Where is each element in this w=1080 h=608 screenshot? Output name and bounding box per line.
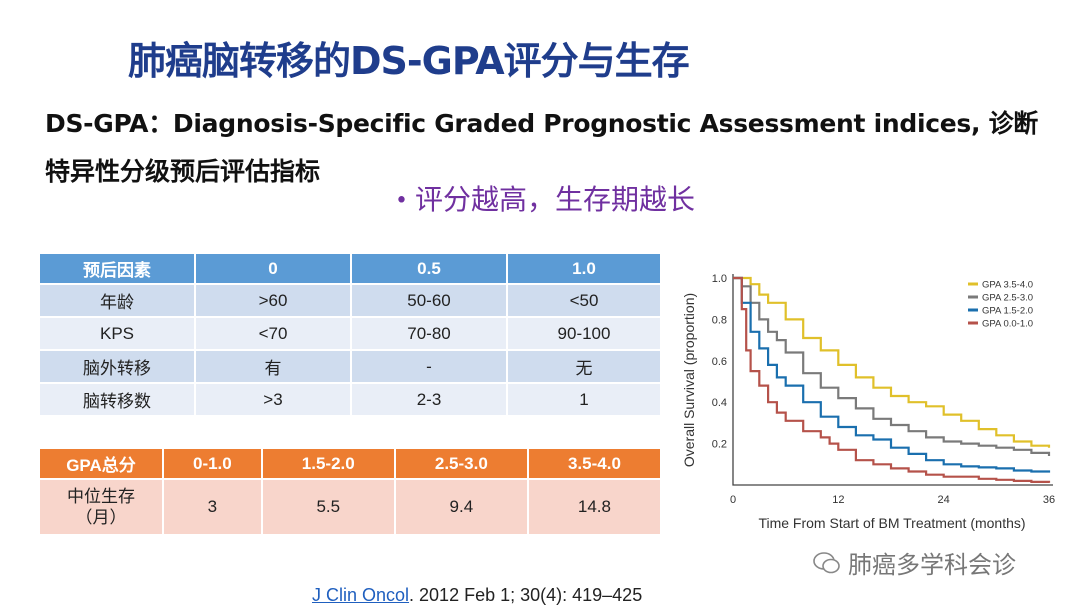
table-row: 脑外转移有 - 无 [38,349,662,384]
row-label: 中位生存 （月） [38,478,164,536]
table-header-row: 预后因素 0 0.5 1.0 [38,252,662,285]
y-tick-label: 0.8 [712,314,727,326]
row-label-line-1: 中位生存 [67,487,135,506]
subtitle-line-2: 特异性分级预后评估指标 [45,157,321,186]
legend-label: GPA 2.5-3.0 [982,293,1033,304]
table-row: 年龄 >60 50-60 <50 [38,283,662,318]
header-cell: GPA总分 [38,447,164,480]
gpa-survival-table: GPA总分 0-1.0 1.5-2.0 2.5-3.0 3.5-4.0 中位生存… [38,447,663,536]
series-line [733,276,1051,448]
table-cell: 70-80 [350,316,508,351]
header-cell: 0.5 [350,252,508,285]
table-cell: 脑外转移 [38,349,196,384]
x-tick-label: 36 [1043,494,1055,506]
table-cell: 90-100 [506,316,662,351]
header-cell: 预后因素 [38,252,196,285]
bullet-point: • 评分越高，生存期越长 [395,178,695,218]
x-tick-label: 24 [938,494,950,506]
table-cell: - [350,349,508,384]
table-cell: 14.8 [526,478,663,536]
series-line [733,276,1051,473]
header-cell: 3.5-4.0 [526,447,663,480]
table-row: 脑转移数 >3 2-3 1 [38,382,662,417]
table-cell: <70 [194,316,352,351]
citation: J Clin Oncol. 2012 Feb 1; 30(4): 419–425 [312,585,642,606]
row-label-line-2: （月） [75,508,127,527]
journal-link[interactable]: J Clin Oncol [312,585,410,605]
x-tick-label: 0 [730,494,736,506]
bullet-dot-icon: • [395,188,415,214]
series-line [733,276,1051,483]
survival-chart: 0 12 24 36 0.2 0.4 0.6 0.8 1.0 GPA 3.5-4.0 GPA 2.5… [681,273,1055,531]
legend-label: GPA 1.5-2.0 [982,306,1033,317]
y-tick-label: 0.2 [712,439,727,451]
x-tick-label: 12 [832,494,844,506]
table-cell: 3 [162,478,263,536]
y-tick-label: 0.4 [712,397,727,409]
table-cell: >3 [194,382,352,417]
table-cell: 脑转移数 [38,382,196,417]
header-cell: 1.0 [506,252,662,285]
legend-label: GPA 0.0-1.0 [982,319,1033,330]
table-cell: 50-60 [350,283,508,318]
y-tick-label: 1.0 [712,273,727,285]
axes [732,274,1053,486]
table-cell: KPS [38,316,196,351]
y-axis-label: Overall Survival (proportion) [681,293,697,467]
watermark: 肺癌多学科会诊 [812,545,1016,580]
prognostic-factor-table: 预后因素 0 0.5 1.0 年龄 >60 50-60 <50 KPS <70 70-80… [38,252,662,417]
table-header-row: GPA总分 0-1.0 1.5-2.0 2.5-3.0 3.5-4.0 [38,447,663,480]
table-cell: <50 [506,283,662,318]
legend-label: GPA 3.5-4.0 [982,280,1033,291]
x-axis-label: Time From Start of BM Treatment (months) [758,515,1025,531]
table-row: KPS <70 70-80 90-100 [38,316,662,351]
table-cell: 2-3 [350,382,508,417]
header-cell: 1.5-2.0 [260,447,396,480]
table-cell: 无 [506,349,662,384]
table-cell: 5.5 [260,478,396,536]
header-cell: 0 [194,252,352,285]
table-cell: 9.4 [393,478,529,536]
citation-details: . 2012 Feb 1; 30(4): 419–425 [409,585,643,605]
slide-title: 肺癌脑转移的DS-GPA评分与生存 [128,39,690,83]
table-cell: 年龄 [38,283,196,318]
table-cell: >60 [194,283,352,318]
header-cell: 2.5-3.0 [393,447,529,480]
wechat-icon [813,551,840,573]
subtitle-line-1: DS-GPA：Diagnosis-Specific Graded Prognos… [45,109,1038,138]
bullet-text: 评分越高，生存期越长 [414,183,695,216]
table-cell: 1 [506,382,662,417]
watermark-text: 肺癌多学科会诊 [848,551,1016,579]
table-cell: 有 [194,349,352,384]
y-tick-label: 0.6 [712,356,727,368]
header-cell: 0-1.0 [162,447,263,480]
series-line [733,276,1051,456]
table-row: 中位生存 （月） 3 5.5 9.4 14.8 [38,478,663,536]
